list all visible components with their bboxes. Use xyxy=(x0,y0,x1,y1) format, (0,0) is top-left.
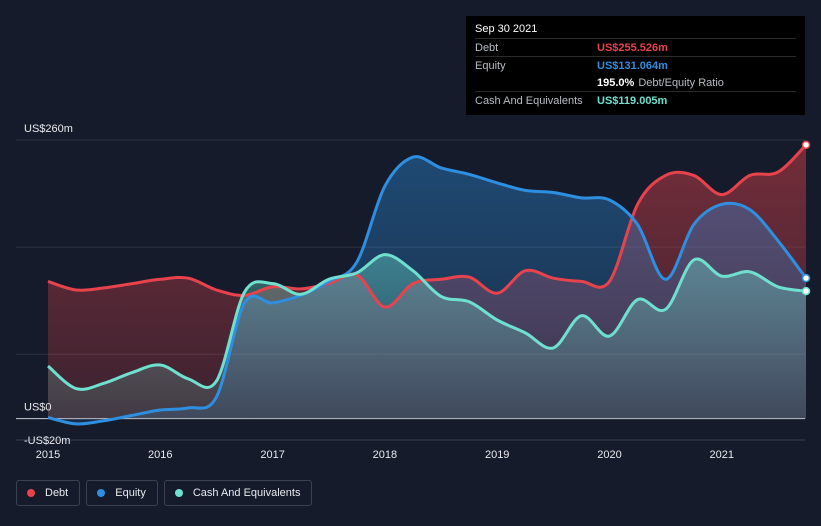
tooltip-ratio-value: 195.0% xyxy=(597,76,635,89)
series-end-dots xyxy=(801,140,811,296)
x-tick-label-4: 2019 xyxy=(485,449,509,461)
end-point-debt xyxy=(801,140,811,150)
y-axis-label-0: US$260m xyxy=(24,123,73,135)
tooltip-label-cash: Cash And Equivalents xyxy=(475,94,583,107)
tooltip-label-equity: Equity xyxy=(475,59,506,72)
line-equity xyxy=(47,155,808,426)
tooltip-ratio-label: Debt/Equity Ratio xyxy=(638,76,724,89)
tooltip-label-debt: Debt xyxy=(475,41,499,54)
x-tick-label-3: 2018 xyxy=(373,449,397,461)
tooltip-row-equity: Equity US$131.064m xyxy=(475,56,796,74)
legend-dot-debt-icon xyxy=(27,489,35,497)
x-tick-label-1: 2016 xyxy=(148,449,172,461)
series-areas xyxy=(48,144,806,424)
legend-item-equity[interactable]: Equity xyxy=(86,480,158,506)
legend: Debt Equity Cash And Equivalents xyxy=(16,480,313,506)
end-point-cash xyxy=(801,286,811,296)
tooltip-date: Sep 30 2021 xyxy=(475,23,538,35)
y-axis-label-2: -US$20m xyxy=(24,435,70,447)
tooltip-row-cash: Cash And Equivalents US$119.005m xyxy=(475,91,796,109)
x-tick-label-6: 2021 xyxy=(710,449,734,461)
tooltip-value-debt: US$255.526m xyxy=(597,41,668,54)
tooltip-panel: Sep 30 2021 Debt US$255.526m Equity US$1… xyxy=(466,16,805,115)
legend-dot-equity-icon xyxy=(97,489,106,497)
tooltip-value-equity: US$131.064m xyxy=(597,59,668,72)
line-debt xyxy=(47,143,808,309)
legend-label-equity: Equity xyxy=(115,487,146,499)
legend-item-debt[interactable]: Debt xyxy=(16,480,81,506)
x-tick-label-5: 2020 xyxy=(597,449,621,461)
tooltip-value-cash: US$119.005m xyxy=(597,94,668,107)
legend-label-debt: Debt xyxy=(45,487,69,499)
legend-dot-cash-icon xyxy=(174,489,183,497)
y-axis-labels: US$260m US$0 -US$20m xyxy=(24,123,73,447)
x-tick-label-0: 2015 xyxy=(36,449,60,461)
y-axis-label-1: US$0 xyxy=(24,402,52,414)
line-cash xyxy=(47,253,807,391)
tooltip-row-ratio: 195.0% Debt/Equity Ratio xyxy=(475,74,796,91)
series-lines xyxy=(47,143,808,426)
x-axis-ticks: 2015 2016 2017 2018 2019 2020 2021 xyxy=(36,449,734,461)
x-tick-label-2: 2017 xyxy=(260,449,284,461)
area-cash xyxy=(48,254,806,419)
legend-item-cash[interactable]: Cash And Equivalents xyxy=(163,480,313,506)
end-point-equity xyxy=(801,273,811,283)
legend-label-cash: Cash And Equivalents xyxy=(192,487,301,499)
tooltip-row-debt: Debt US$255.526m xyxy=(475,38,796,56)
